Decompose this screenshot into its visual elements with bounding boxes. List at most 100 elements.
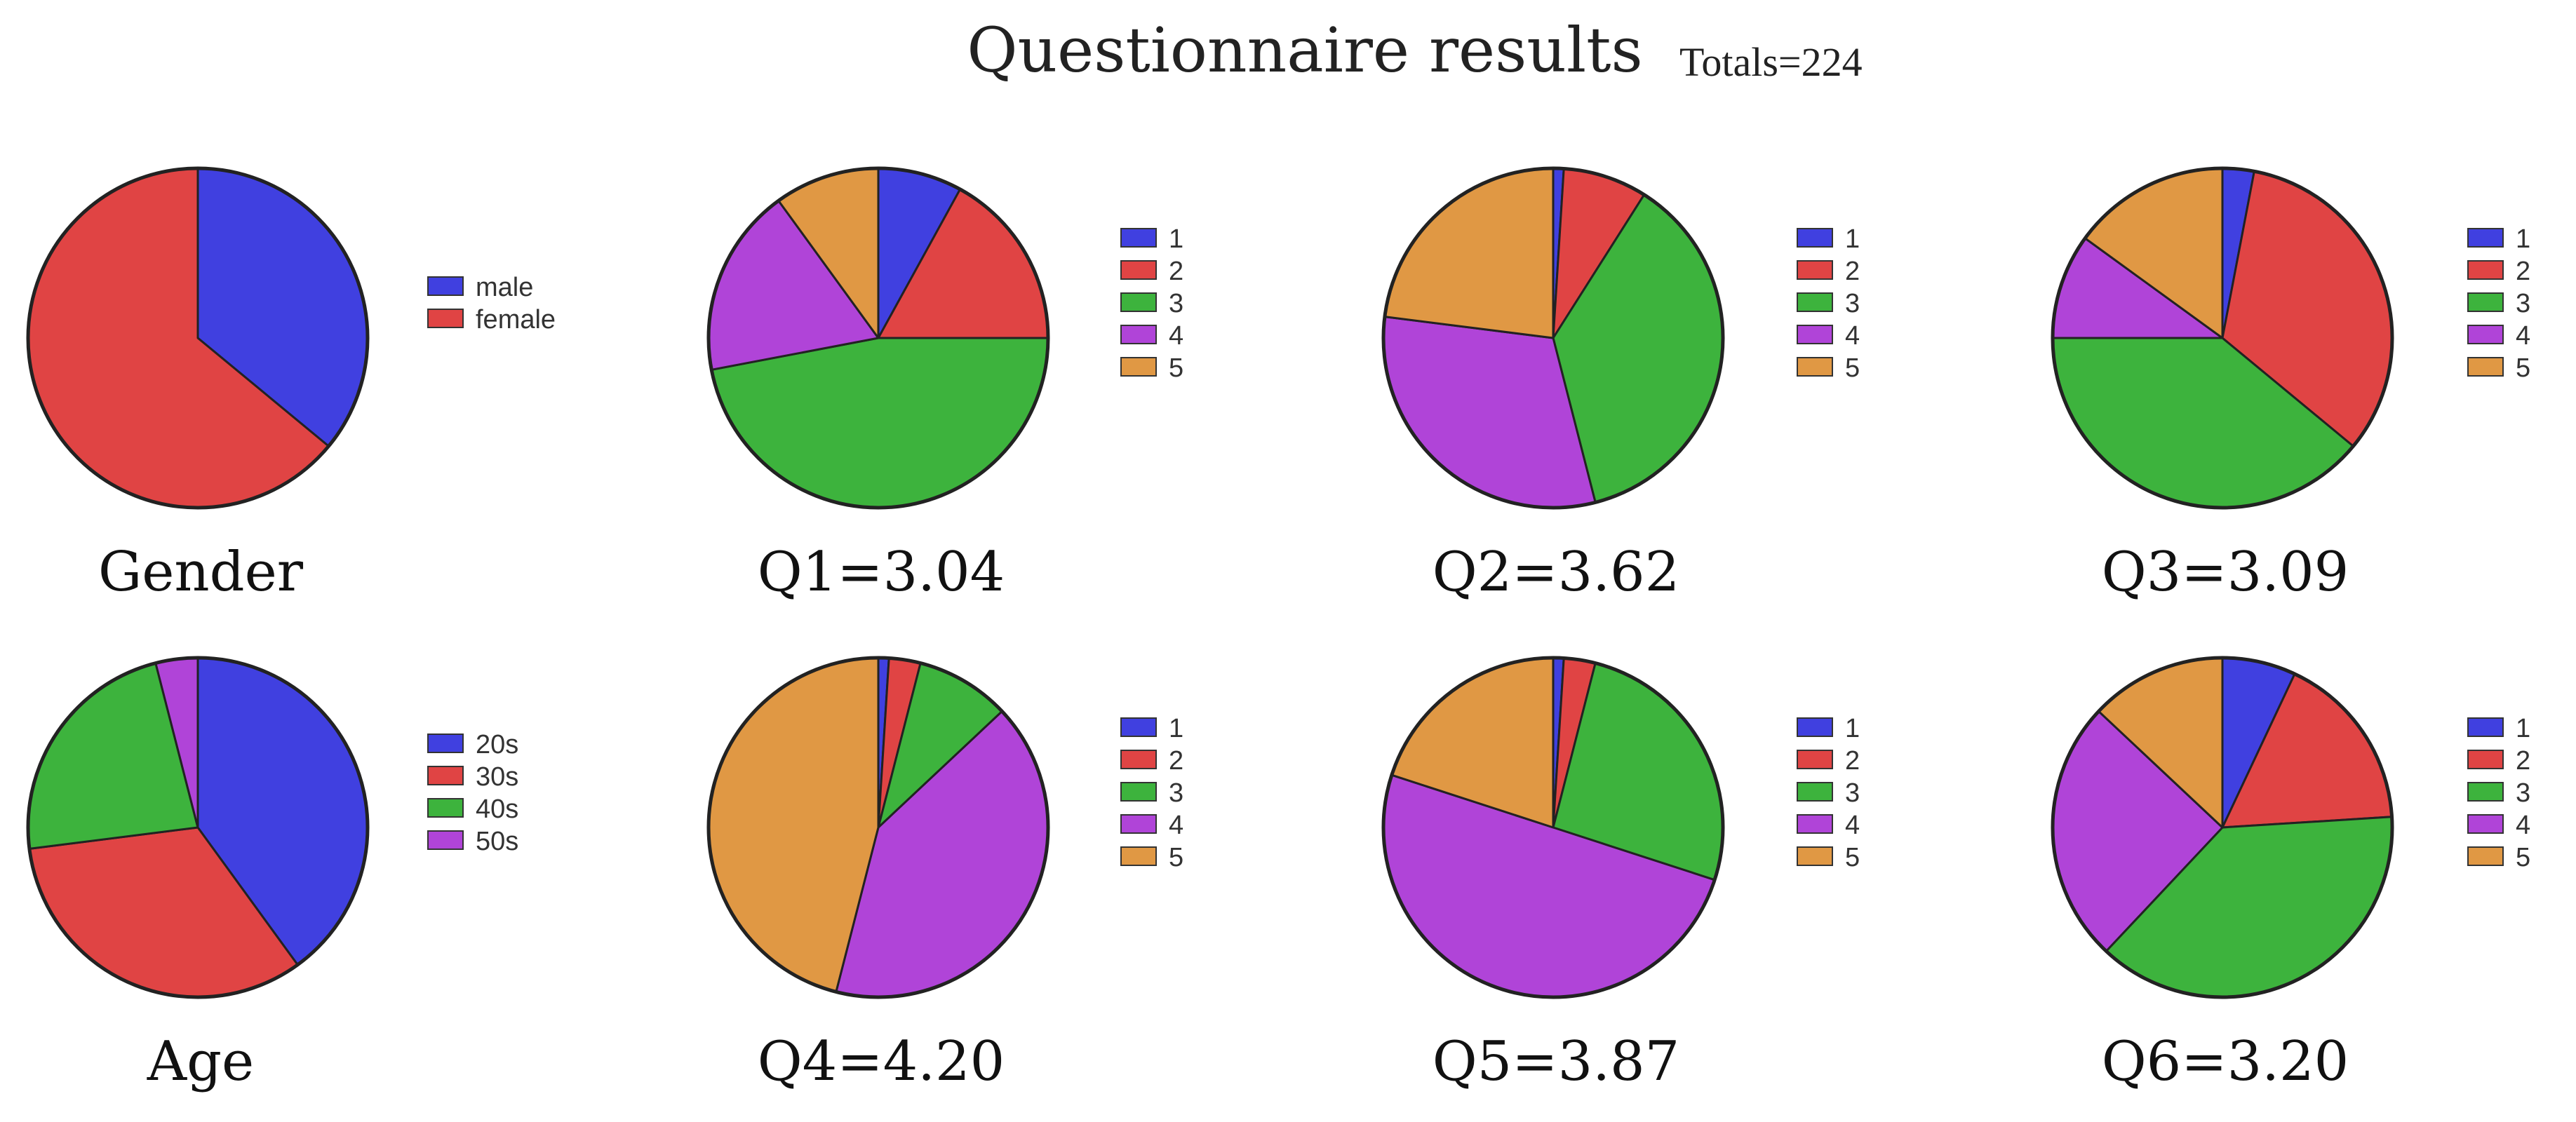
legend-swatch-q4-4-20-2 [1120,750,1157,769]
legend-swatch-age-40s [427,798,464,818]
pie-outline [2051,656,2394,999]
legend-label-q5-3-87-1: 1 [1845,714,1860,743]
legend-swatch-q4-4-20-1 [1120,717,1157,737]
legend-label-gender-female: female [476,305,556,334]
legend-label-q6-3-20-4: 4 [2516,811,2530,840]
legend-swatch-gender-female [427,309,464,328]
pie-panel-q2-3-62: 1 2 3 45 Q2=3.62 [1381,166,1860,604]
legend-label-q5-3-87-3: 3 [1845,778,1860,808]
legend-swatch-age-20s [427,734,464,753]
legend-label-q4-4-20-2: 2 [1169,746,1183,776]
legend-label-q2-3-62-2: 2 [1845,257,1860,286]
legend-swatch-q4-4-20-4 [1120,814,1157,834]
legend-label-age-50s: 50s [476,827,518,856]
legend-swatch-q2-3-62-5 [1797,357,1833,377]
legend-label-q2-3-62-1: 1 [1845,224,1860,254]
pie-panel-gender: male female Gender [26,166,556,604]
legend-swatch-q2-3-62-3 [1797,292,1833,312]
legend-label-age-20s: 20s [476,730,518,759]
legend-swatch-q5-3-87-2 [1797,750,1833,769]
legend-label-q1-3-04-2: 2 [1169,257,1183,286]
legend-label-q2-3-62-5: 5 [1845,353,1860,383]
pie-panel-q3-3-09: 1 2 3 45 Q3=3.09 [2051,166,2530,604]
legend-label-q1-3-04-4: 4 [1169,321,1183,351]
legend-swatch-q6-3-20-1 [2467,717,2504,737]
pie-panels: malefemaleGender12345Q1=3.0412345Q2=3.62… [26,166,2530,1093]
legend-swatch-q4-4-20-5 [1120,846,1157,866]
figure-title: Questionnaire results [967,14,1642,86]
legend-label-q6-3-20-2: 2 [2516,746,2530,776]
legend-swatch-q3-3-09-3 [2467,292,2504,312]
legend-swatch-q6-3-20-4 [2467,814,2504,834]
pie-caption-q1-3-04: Q1=3.04 [758,541,1005,604]
pie-panel-q1-3-04: 1 2 3 45 Q1=3.04 [706,166,1183,604]
legend-swatch-q3-3-09-4 [2467,325,2504,344]
legend-swatch-q2-3-62-4 [1797,325,1833,344]
legend-label-q3-3-09-2: 2 [2516,257,2530,286]
pie-slice-q2-3-62-5 [1383,167,1555,339]
legend-swatch-q3-3-09-1 [2467,228,2504,248]
pie-outline [1381,656,1725,999]
legend-label-q3-3-09-3: 3 [2516,289,2530,318]
legend-swatch-q4-4-20-3 [1120,782,1157,802]
pie-outline [706,656,1050,999]
legend-swatch-q1-3-04-2 [1120,260,1157,280]
legend-swatch-q1-3-04-3 [1120,292,1157,312]
legend-label-q5-3-87-4: 4 [1845,811,1860,840]
legend-label-q3-3-09-4: 4 [2516,321,2530,351]
legend-swatch-q2-3-62-2 [1797,260,1833,280]
legend-swatch-q5-3-87-1 [1797,717,1833,737]
legend-label-q1-3-04-3: 3 [1169,289,1183,318]
pie-outline [1381,166,1725,510]
pie-panel-age: 20s 30s 40s 50s Age [26,656,518,1093]
legend-label-q3-3-09-5: 5 [2516,353,2530,383]
legend-label-q3-3-09-1: 1 [2516,224,2530,254]
legend-label-q4-4-20-1: 1 [1169,714,1183,743]
pie-outline [26,166,370,510]
pie-caption-q5-3-87: Q5=3.87 [1433,1030,1680,1093]
legend-swatch-q6-3-20-3 [2467,782,2504,802]
pie-caption-gender: Gender [98,541,304,604]
legend-swatch-age-30s [427,766,464,785]
legend-label-q5-3-87-5: 5 [1845,843,1860,872]
pie-caption-age: Age [147,1030,254,1093]
legend-label-q4-4-20-4: 4 [1169,811,1183,840]
legend-swatch-q5-3-87-4 [1797,814,1833,834]
legend-label-q6-3-20-5: 5 [2516,843,2530,872]
legend-swatch-q5-3-87-3 [1797,782,1833,802]
pie-slice-q1-3-04-3 [710,337,1049,509]
pie-caption-q3-3-09: Q3=3.09 [2102,541,2349,604]
legend-swatch-q5-3-87-5 [1797,846,1833,866]
legend-swatch-q2-3-62-1 [1797,228,1833,248]
legend-label-q2-3-62-3: 3 [1845,289,1860,318]
legend-swatch-q3-3-09-2 [2467,260,2504,280]
pie-caption-q6-3-20: Q6=3.20 [2102,1030,2349,1093]
legend-label-age-40s: 40s [476,795,518,824]
legend-label-q1-3-04-1: 1 [1169,224,1183,254]
pie-outline [2051,166,2394,510]
legend-label-q5-3-87-2: 2 [1845,746,1860,776]
pie-outline [26,656,370,999]
legend-label-q6-3-20-3: 3 [2516,778,2530,808]
pie-caption-q4-4-20: Q4=4.20 [758,1030,1005,1093]
legend-label-q4-4-20-3: 3 [1169,778,1183,808]
pie-caption-q2-3-62: Q2=3.62 [1433,541,1680,604]
legend-label-q2-3-62-4: 4 [1845,321,1860,351]
legend-label-q6-3-20-1: 1 [2516,714,2530,743]
pie-outline [706,166,1050,510]
legend-swatch-q1-3-04-4 [1120,325,1157,344]
legend-swatch-q1-3-04-1 [1120,228,1157,248]
legend-swatch-q6-3-20-2 [2467,750,2504,769]
legend-swatch-gender-male [427,276,464,296]
legend-swatch-q3-3-09-5 [2467,357,2504,377]
legend-swatch-age-50s [427,830,464,850]
legend-label-q1-3-04-5: 5 [1169,353,1183,383]
totals-label: Totals=224 [1679,39,1863,85]
legend-swatch-q6-3-20-5 [2467,846,2504,866]
legend-label-gender-male: male [476,273,533,302]
legend-swatch-q1-3-04-5 [1120,357,1157,377]
